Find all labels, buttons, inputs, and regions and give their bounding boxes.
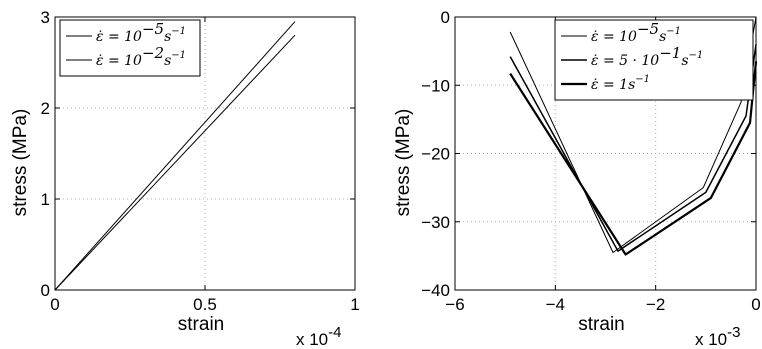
legend: ε̇ = 10−5s−1ε̇ = 5 · 10−1s−1ε̇ = 1s−1 xyxy=(554,19,754,101)
legend-entry-1: ε̇ = 5 · 10−1s−1 xyxy=(591,44,703,69)
legend-box xyxy=(59,19,201,77)
y-tick-label: −40 xyxy=(421,281,450,300)
x-axis-multiplier: x 10-3 xyxy=(695,324,740,349)
legend-tail: s xyxy=(164,53,171,69)
legend-entry-1: ε̇ = 10−2s−1 xyxy=(96,44,186,69)
legend: ε̇ = 10−5s−1ε̇ = 10−2s−1 xyxy=(59,19,201,77)
x-tick-label: 0 xyxy=(751,295,760,314)
y-tick-label: 3 xyxy=(41,8,50,27)
y-tick-label: −20 xyxy=(421,145,450,164)
legend-tail-exp: −1 xyxy=(689,50,704,61)
x-axis-multiplier-base: x 10 xyxy=(296,330,328,349)
x-axis-multiplier-exp: -4 xyxy=(328,324,341,341)
legend-exp: −5 xyxy=(637,20,659,38)
x-tick-label: −6 xyxy=(445,295,464,314)
x-axis-label: strain xyxy=(578,314,624,335)
legend-exp: −2 xyxy=(142,44,164,62)
legend-tail-exp: −1 xyxy=(635,74,650,85)
legend-tail-exp: −1 xyxy=(666,26,681,37)
legend-base: ε̇ = 10 xyxy=(96,29,142,45)
y-axis-label: stress (MPa) xyxy=(393,109,414,217)
x-tick-label: −2 xyxy=(646,295,665,314)
y-tick-label: 0 xyxy=(41,281,50,300)
legend-base: ε̇ = 10 xyxy=(96,53,142,69)
x-tick-label: 1 xyxy=(350,295,359,314)
legend-entry-0: ε̇ = 10−5s−1 xyxy=(96,20,186,45)
legend-entry-2: ε̇ = 1s−1 xyxy=(591,74,650,93)
legend-tail-exp: −1 xyxy=(171,50,186,61)
x-axis-label: strain xyxy=(178,314,224,335)
series-line-0 xyxy=(54,21,296,291)
legend-base: ε̇ = 5 · 10 xyxy=(591,53,659,69)
x-axis-multiplier-base: x 10 xyxy=(695,330,727,349)
legend-base: ε̇ = 1 xyxy=(591,77,628,93)
y-tick-label: −10 xyxy=(421,76,450,95)
series-line-1 xyxy=(54,34,296,291)
series-line-2 xyxy=(509,61,758,256)
legend-tail: s xyxy=(628,77,635,93)
legend-tail: s xyxy=(681,53,688,69)
legend-tail: s xyxy=(659,29,666,45)
y-tick-label: 0 xyxy=(441,8,450,27)
x-tick-label: 0 xyxy=(50,295,59,314)
legend-tail-exp: −1 xyxy=(171,26,186,37)
legend-entry-0: ε̇ = 10−5s−1 xyxy=(591,20,681,45)
legend-base: ε̇ = 10 xyxy=(591,29,637,45)
x-tick-label: −4 xyxy=(546,295,565,314)
left-chart: 0 0.5 1 0 1 2 3 strain stress (MPa) x 10-4 ε̇ = 10… xyxy=(10,8,360,349)
y-tick-label: 2 xyxy=(41,99,50,118)
x-axis-multiplier: x 10-4 xyxy=(296,324,341,349)
y-tick-label: −30 xyxy=(421,213,450,232)
y-tick-label: 1 xyxy=(41,190,50,209)
legend-box xyxy=(554,19,754,101)
x-axis-multiplier-exp: -3 xyxy=(727,324,740,341)
y-axis-label: stress (MPa) xyxy=(10,109,31,217)
x-tick-label: 0.5 xyxy=(193,295,217,314)
legend-tail: s xyxy=(164,29,171,45)
legend-exp: −5 xyxy=(142,20,164,38)
legend-exp: −1 xyxy=(659,44,681,62)
